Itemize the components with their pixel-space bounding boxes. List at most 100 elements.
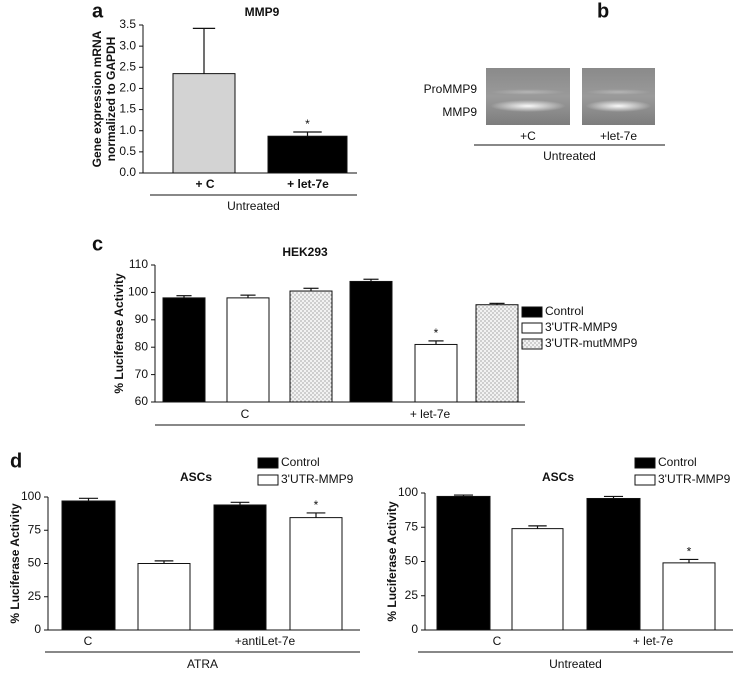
significance-mark: * xyxy=(434,326,439,340)
legend-swatch xyxy=(521,306,543,318)
bar xyxy=(213,504,267,631)
gel-band xyxy=(585,100,652,112)
error-bar xyxy=(528,525,547,529)
chart-title: HEK293 xyxy=(282,245,328,259)
x-tick-label: C xyxy=(493,634,502,648)
panel-letter: b xyxy=(597,0,609,22)
legend-label: Control xyxy=(658,455,697,469)
lane-label: +C xyxy=(520,129,536,143)
y-axis-label: normalized to GAPDH xyxy=(104,37,118,162)
y-tick-label: 3.5 xyxy=(119,17,136,31)
legend-swatch xyxy=(257,474,279,486)
bar xyxy=(162,297,206,403)
bar xyxy=(61,500,116,631)
bar xyxy=(414,343,458,403)
x-tick-label: + let-7e xyxy=(287,177,329,191)
y-axis-label: % Luciferase Activity xyxy=(385,501,399,622)
error-bar xyxy=(428,340,444,345)
error-bar xyxy=(306,512,326,518)
error-bar xyxy=(240,294,256,298)
legend-label: 3'UTR-MMP9 xyxy=(545,320,618,334)
group-label: Untreated xyxy=(543,149,596,163)
group-label: Untreated xyxy=(227,199,280,213)
y-tick-label: 100 xyxy=(398,485,418,499)
legend-label: 3'UTR-mutMMP9 xyxy=(545,336,638,350)
y-tick-label: 70 xyxy=(135,367,149,381)
x-tick-label: C xyxy=(241,407,250,421)
y-tick-label: 50 xyxy=(28,556,42,570)
bar xyxy=(511,528,564,631)
y-tick-label: 100 xyxy=(21,489,41,503)
gel-band xyxy=(585,89,652,95)
error-bar xyxy=(363,278,379,282)
y-tick-label: 0 xyxy=(34,622,41,636)
bar xyxy=(475,304,519,403)
panel-letter: a xyxy=(92,0,104,22)
y-tick-label: 2.0 xyxy=(119,81,136,95)
error-bar xyxy=(303,287,319,292)
x-tick-label: + C xyxy=(195,177,214,191)
y-tick-label: 90 xyxy=(135,312,149,326)
error-bar xyxy=(78,497,99,501)
bar xyxy=(137,563,191,631)
band-label: MMP9 xyxy=(442,105,477,119)
x-tick-label: +antiLet-7e xyxy=(235,634,296,648)
chart-title: ASCs xyxy=(542,470,574,484)
y-tick-label: 75 xyxy=(405,519,419,533)
y-tick-label: 3.0 xyxy=(119,38,136,52)
legend-swatch xyxy=(257,457,279,469)
significance-mark: * xyxy=(687,545,692,559)
error-bar xyxy=(230,501,250,505)
band-label: ProMMP9 xyxy=(424,82,478,96)
gel-band xyxy=(490,100,566,112)
x-tick-label: C xyxy=(84,634,93,648)
bar xyxy=(662,562,716,631)
error-bar xyxy=(176,295,192,298)
error-bar xyxy=(293,131,322,137)
legend-swatch xyxy=(634,474,656,486)
error-bar xyxy=(154,560,174,564)
bar xyxy=(289,290,333,403)
y-tick-label: 100 xyxy=(128,285,148,299)
y-tick-label: 0 xyxy=(411,622,418,636)
lane-label: +let-7e xyxy=(600,129,637,143)
legend-label: 3'UTR-MMP9 xyxy=(658,472,731,486)
chart-title: ASCs xyxy=(180,470,212,484)
legend-swatch xyxy=(634,457,656,469)
legend-label: Control xyxy=(281,455,320,469)
error-bar xyxy=(679,558,699,563)
y-tick-label: 25 xyxy=(28,589,42,603)
legend-swatch xyxy=(521,322,543,334)
x-tick-label: + let-7e xyxy=(410,407,451,421)
y-axis-label: % Luciferase Activity xyxy=(8,503,22,624)
y-tick-label: 0.5 xyxy=(119,144,136,158)
y-tick-label: 1.0 xyxy=(119,123,136,137)
error-bar xyxy=(192,27,216,74)
y-tick-label: 25 xyxy=(405,588,419,602)
bar xyxy=(586,497,641,631)
bar xyxy=(349,280,393,403)
error-bar xyxy=(603,495,624,499)
y-tick-label: 60 xyxy=(135,394,149,408)
y-tick-label: 75 xyxy=(28,522,42,536)
panel-letter: c xyxy=(92,233,103,255)
gel-lane xyxy=(486,68,570,125)
legend-label: 3'UTR-MMP9 xyxy=(281,472,354,486)
panel-letter: d xyxy=(10,450,22,472)
legend-swatch xyxy=(521,338,543,350)
group-label: Untreated xyxy=(549,657,602,671)
y-tick-label: 50 xyxy=(405,554,419,568)
gel-lane xyxy=(582,68,655,125)
y-tick-label: 1.5 xyxy=(119,102,136,116)
chart-title: MMP9 xyxy=(245,5,280,19)
y-axis-label: Gene expression mRNA xyxy=(90,30,104,167)
significance-mark: * xyxy=(314,498,319,512)
x-tick-label: + let-7e xyxy=(633,634,674,648)
bar xyxy=(172,73,236,174)
y-tick-label: 110 xyxy=(129,257,148,271)
legend-label: Control xyxy=(545,304,584,318)
significance-mark: * xyxy=(305,117,310,131)
group-label: ATRA xyxy=(187,657,218,671)
